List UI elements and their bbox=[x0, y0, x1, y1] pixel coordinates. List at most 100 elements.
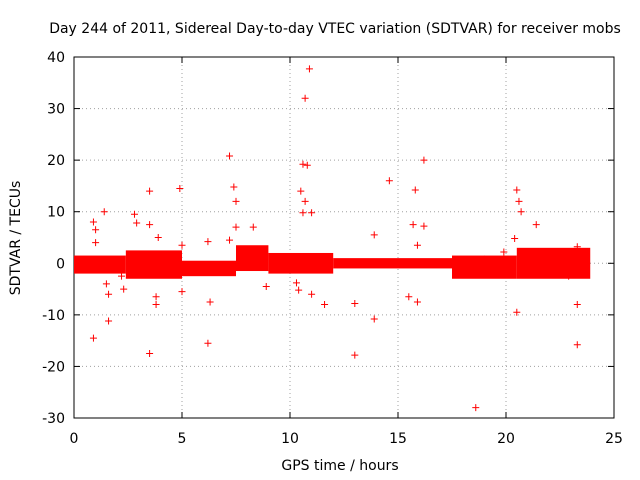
y-tick-label: -20 bbox=[42, 359, 65, 375]
data-point bbox=[105, 290, 113, 298]
data-point bbox=[230, 183, 238, 191]
data-point bbox=[513, 186, 521, 194]
x-tick-label: 20 bbox=[497, 431, 515, 447]
data-point bbox=[301, 94, 309, 102]
data-point bbox=[118, 272, 126, 280]
x-tick-label: 10 bbox=[281, 431, 299, 447]
data-point bbox=[226, 236, 234, 244]
data-point bbox=[308, 290, 316, 298]
data-point bbox=[204, 238, 212, 246]
x-axis-label: GPS time / hours bbox=[281, 458, 398, 474]
data-point bbox=[573, 341, 581, 349]
y-tick-label: 20 bbox=[47, 153, 65, 169]
data-point bbox=[92, 226, 100, 234]
data-point bbox=[413, 298, 421, 306]
y-tick-label: -30 bbox=[42, 411, 65, 427]
x-tick-label: 15 bbox=[389, 431, 407, 447]
data-point bbox=[146, 221, 154, 229]
data-point bbox=[206, 298, 214, 306]
data-point bbox=[232, 223, 240, 231]
data-point bbox=[405, 293, 413, 301]
data-point bbox=[500, 248, 508, 256]
dense-band bbox=[268, 252, 334, 274]
data-point bbox=[305, 65, 313, 73]
dense-band bbox=[333, 258, 452, 269]
data-point bbox=[409, 221, 417, 229]
x-tick-label: 25 bbox=[605, 431, 623, 447]
data-point bbox=[413, 241, 421, 249]
data-point bbox=[411, 186, 419, 194]
data-point bbox=[154, 234, 162, 241]
data-point bbox=[178, 288, 186, 296]
scatter-dense-bands bbox=[74, 245, 591, 279]
data-point bbox=[226, 152, 234, 160]
data-point bbox=[152, 293, 160, 301]
data-point bbox=[120, 285, 128, 293]
data-point bbox=[370, 315, 378, 323]
dense-band bbox=[236, 245, 269, 272]
data-point bbox=[102, 280, 110, 288]
data-point bbox=[89, 334, 97, 342]
data-point bbox=[308, 209, 316, 217]
data-point bbox=[565, 272, 573, 280]
scatter-points bbox=[89, 65, 581, 412]
y-tick-labels: -30 -20 -10 0 10 20 30 40 bbox=[42, 50, 65, 427]
data-point bbox=[299, 160, 307, 168]
plot-frame bbox=[73, 56, 615, 419]
data-point bbox=[262, 282, 270, 290]
y-tick-label: 40 bbox=[47, 50, 65, 66]
data-point bbox=[232, 197, 240, 205]
axis-ticks bbox=[73, 56, 615, 419]
data-point bbox=[351, 300, 359, 308]
data-point bbox=[472, 404, 480, 412]
data-point bbox=[370, 231, 378, 239]
data-point bbox=[515, 197, 523, 205]
data-point bbox=[89, 218, 97, 226]
data-point bbox=[420, 222, 428, 230]
x-tick-label: 0 bbox=[70, 431, 79, 447]
data-point bbox=[105, 317, 113, 325]
data-point bbox=[532, 221, 540, 229]
dense-band bbox=[125, 250, 182, 279]
data-point bbox=[100, 208, 108, 216]
y-tick-label: -10 bbox=[42, 308, 65, 324]
data-point bbox=[573, 243, 581, 251]
x-tick-label: 5 bbox=[178, 431, 187, 447]
y-tick-label: 10 bbox=[47, 205, 65, 221]
data-point bbox=[130, 210, 138, 218]
y-tick-label: 30 bbox=[47, 102, 65, 118]
data-point bbox=[301, 197, 309, 205]
data-point bbox=[513, 308, 521, 316]
data-point bbox=[152, 301, 160, 309]
data-point bbox=[511, 235, 519, 243]
data-point bbox=[480, 255, 488, 263]
data-point bbox=[297, 187, 305, 195]
grid-lines bbox=[74, 57, 614, 418]
data-point bbox=[295, 286, 303, 294]
dense-band bbox=[74, 255, 126, 274]
chart-title: Day 244 of 2011, Sidereal Day-to-day VTE… bbox=[49, 21, 621, 37]
data-point bbox=[385, 177, 393, 185]
data-point bbox=[351, 351, 359, 359]
data-point bbox=[146, 187, 154, 195]
data-point bbox=[204, 339, 212, 347]
dense-band bbox=[182, 260, 236, 277]
data-point bbox=[178, 241, 186, 249]
data-point bbox=[292, 279, 300, 287]
data-point bbox=[420, 156, 428, 164]
data-point bbox=[146, 350, 154, 358]
y-tick-label: 0 bbox=[56, 256, 65, 272]
data-point bbox=[321, 301, 329, 309]
data-point bbox=[176, 185, 184, 193]
x-tick-labels: 0 5 10 15 20 25 bbox=[70, 431, 623, 447]
data-point bbox=[133, 219, 141, 227]
data-point bbox=[249, 223, 257, 231]
data-point bbox=[299, 209, 307, 217]
data-point bbox=[92, 239, 100, 247]
data-point bbox=[573, 301, 581, 309]
dense-band bbox=[452, 255, 517, 279]
data-point bbox=[517, 208, 525, 216]
y-axis-label: SDTVAR / TECUs bbox=[8, 181, 24, 296]
dense-band bbox=[516, 247, 591, 279]
